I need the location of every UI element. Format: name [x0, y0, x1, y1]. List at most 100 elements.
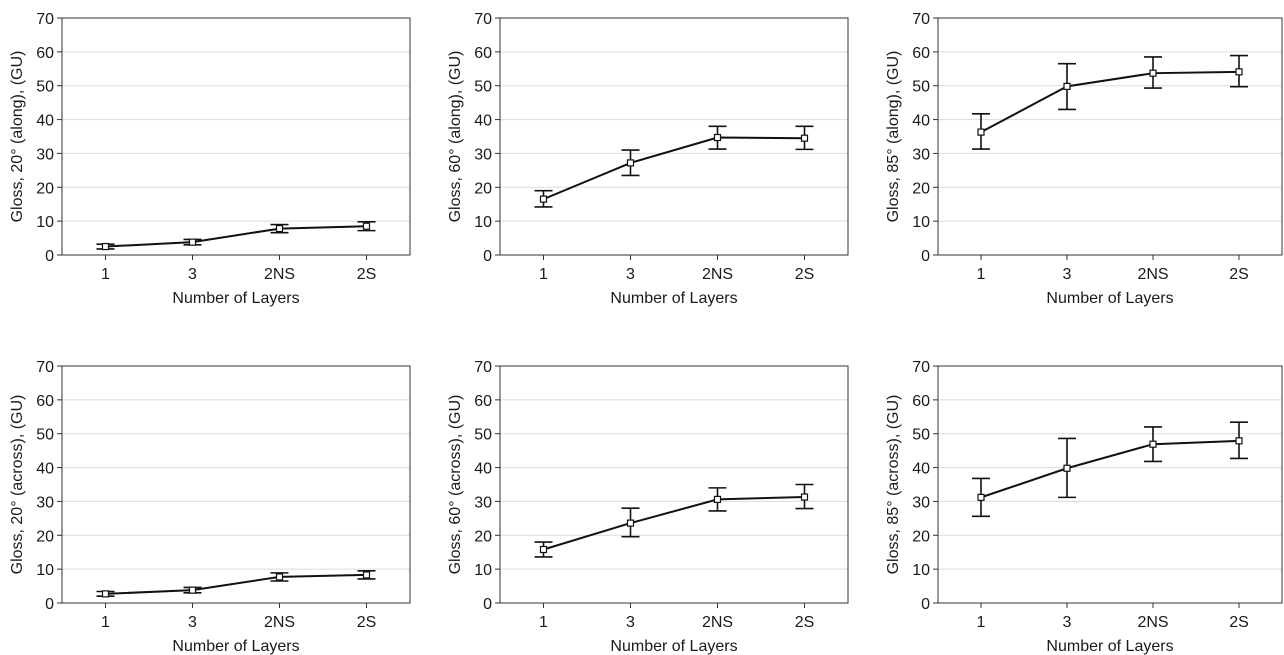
series-line [543, 496, 805, 551]
y-tick-label: 60 [474, 393, 492, 410]
x-tick-label: 3 [626, 266, 635, 283]
y-tick-label: 40 [36, 113, 54, 130]
data-point [1235, 68, 1243, 76]
data-point [188, 586, 197, 594]
data-point [800, 134, 809, 142]
y-tick-label: 60 [36, 45, 54, 62]
y-tick-label: 50 [474, 79, 492, 96]
x-axis-label: Number of Layers [610, 638, 737, 655]
x-tick-label: 3 [626, 614, 635, 631]
y-tick-label: 70 [912, 11, 930, 28]
y-tick-label: 50 [474, 427, 492, 444]
data-point [977, 128, 985, 136]
data-point [1149, 69, 1157, 77]
data-point [539, 195, 548, 203]
x-tick-label: 1 [539, 614, 548, 631]
y-axis-label: Gloss, 85° (across), (GU) [885, 395, 902, 575]
y-tick-label: 0 [483, 596, 492, 613]
y-tick-label: 0 [921, 596, 930, 613]
data-point [1063, 464, 1071, 472]
x-tick-label: 2S [1229, 614, 1249, 631]
y-tick-label: 0 [483, 248, 492, 265]
y-tick-label: 50 [36, 427, 54, 444]
y-axis-label: Gloss, 20° (along), (GU) [9, 51, 26, 223]
x-tick-label: 2NS [702, 266, 733, 283]
y-axis-label: Gloss, 60° (along), (GU) [447, 51, 464, 223]
chart-panel-2: 0 10 20 30 40 50 60 70 1 3 2NS 2S Number of Layers Gl… [447, 11, 849, 307]
y-tick-label: 50 [36, 79, 54, 96]
x-axis-label: Number of Layers [1046, 290, 1173, 307]
data-point [1235, 437, 1243, 445]
data-point [275, 573, 284, 581]
x-tick-label: 1 [977, 614, 986, 631]
x-tick-label: 2S [1229, 266, 1249, 283]
data-point [626, 519, 635, 527]
y-tick-label: 70 [36, 359, 54, 376]
x-tick-label: 2NS [1137, 614, 1168, 631]
y-tick-label: 20 [912, 180, 930, 197]
x-tick-label: 1 [101, 266, 110, 283]
y-tick-label: 70 [912, 359, 930, 376]
data-point [101, 590, 110, 598]
y-tick-label: 30 [474, 494, 492, 511]
x-axis-label: Number of Layers [172, 290, 299, 307]
y-tick-label: 0 [921, 248, 930, 265]
y-tick-label: 10 [36, 214, 54, 231]
y-tick-label: 10 [912, 214, 930, 231]
y-tick-label: 60 [912, 393, 930, 410]
y-tick-label: 20 [912, 528, 930, 545]
data-point [362, 222, 371, 230]
series-line [980, 70, 1240, 133]
y-tick-label: 20 [36, 528, 54, 545]
data-point [101, 242, 110, 251]
y-tick-label: 30 [912, 494, 930, 511]
data-point [275, 224, 284, 233]
series-line [105, 573, 367, 595]
x-axis-label: Number of Layers [172, 638, 299, 655]
x-tick-label: 3 [1063, 614, 1072, 631]
y-tick-label: 40 [36, 461, 54, 478]
y-tick-label: 20 [474, 528, 492, 545]
x-tick-label: 2NS [264, 614, 295, 631]
y-tick-label: 30 [36, 494, 54, 511]
x-tick-label: 2NS [702, 614, 733, 631]
data-point [713, 495, 722, 503]
y-tick-label: 60 [474, 45, 492, 62]
x-axis-label: Number of Layers [1046, 638, 1173, 655]
data-point [362, 571, 371, 579]
y-tick-label: 40 [912, 113, 930, 130]
y-axis-label: Gloss, 85° (along), (GU) [885, 51, 902, 223]
chart-panel-3: 0 10 20 30 40 50 60 70 1 3 2NS 2S Number of Layers Gl… [885, 11, 1283, 307]
y-tick-label: 20 [36, 180, 54, 197]
y-tick-label: 40 [912, 461, 930, 478]
data-point [626, 159, 635, 167]
x-tick-label: 3 [188, 614, 197, 631]
series-line [105, 225, 367, 248]
y-tick-label: 70 [474, 11, 492, 28]
x-tick-label: 2S [795, 614, 815, 631]
y-tick-label: 10 [36, 562, 54, 579]
y-tick-label: 10 [912, 562, 930, 579]
y-tick-label: 40 [474, 113, 492, 130]
data-point [539, 545, 548, 554]
series-line [543, 136, 805, 201]
y-tick-label: 0 [45, 248, 54, 265]
x-tick-label: 1 [539, 266, 548, 283]
y-tick-label: 50 [912, 427, 930, 444]
y-tick-label: 0 [45, 596, 54, 613]
y-axis-label: Gloss, 60° (across), (GU) [447, 395, 464, 575]
data-point [713, 133, 722, 142]
chart-panel-1: 0 10 20 30 40 50 60 70 1 3 2NS 2S Number of Layers Gl… [9, 11, 411, 307]
plot-frame [61, 17, 411, 256]
y-tick-label: 30 [912, 146, 930, 163]
y-tick-label: 70 [36, 11, 54, 28]
y-tick-label: 60 [912, 45, 930, 62]
x-tick-label: 2S [795, 266, 815, 283]
x-tick-label: 2S [357, 614, 377, 631]
series-line [980, 439, 1240, 499]
x-tick-label: 3 [1063, 266, 1072, 283]
x-tick-label: 1 [101, 614, 110, 631]
data-point [1149, 440, 1157, 448]
data-point [188, 238, 197, 246]
